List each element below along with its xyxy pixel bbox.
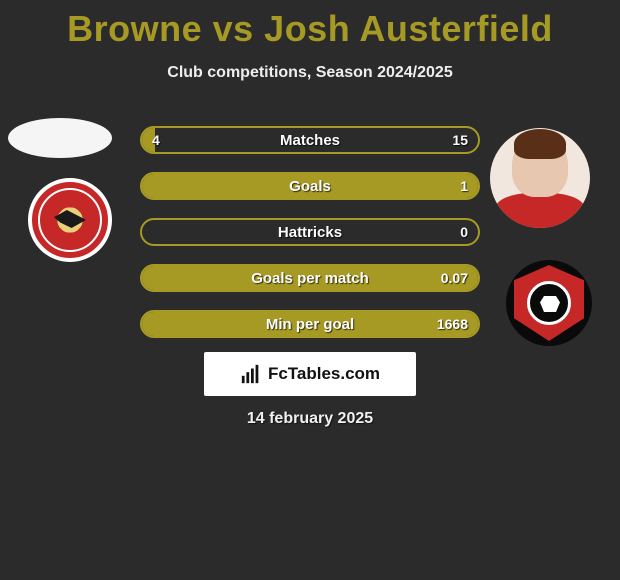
stat-value-right: 1 (460, 174, 468, 198)
stat-value-right: 1668 (437, 312, 468, 336)
subtitle: Club competitions, Season 2024/2025 (0, 64, 620, 82)
stat-value-right: 0 (460, 220, 468, 244)
stat-label: Goals (142, 174, 478, 198)
lion-icon (527, 281, 571, 325)
shield-icon (514, 265, 584, 341)
right-player-avatar (490, 128, 590, 228)
stat-value-right: 15 (452, 128, 468, 152)
head-icon (512, 137, 568, 197)
stat-value-right: 0.07 (441, 266, 468, 290)
stat-label: Hattricks (142, 220, 478, 244)
stat-label: Matches (142, 128, 478, 152)
page-title: Browne vs Josh Austerfield (0, 0, 620, 50)
stat-label: Goals per match (142, 266, 478, 290)
stat-bars: Matches4 15 Goals1 Hattricks0 Goals per matc… (140, 126, 480, 356)
hair-icon (514, 129, 566, 159)
bars-icon (240, 363, 262, 385)
left-club-badge (28, 178, 112, 262)
right-club-badge (506, 260, 592, 346)
stat-row: Matches4 15 (140, 126, 480, 154)
stat-row: Hattricks0 (140, 218, 480, 246)
date: 14 february 2025 (0, 410, 620, 428)
jersey-icon (495, 193, 585, 228)
walsall-icon (38, 188, 102, 252)
stat-row: Min per goal1668 (140, 310, 480, 338)
watermark-text: FcTables.com (268, 364, 380, 384)
stat-row: Goals per match0.07 (140, 264, 480, 292)
stat-value-left: 4 (152, 128, 160, 152)
watermark: FcTables.com (204, 352, 416, 396)
left-player-avatar (8, 118, 112, 158)
stat-row: Goals1 (140, 172, 480, 200)
bird-icon (54, 210, 86, 228)
stat-label: Min per goal (142, 312, 478, 336)
